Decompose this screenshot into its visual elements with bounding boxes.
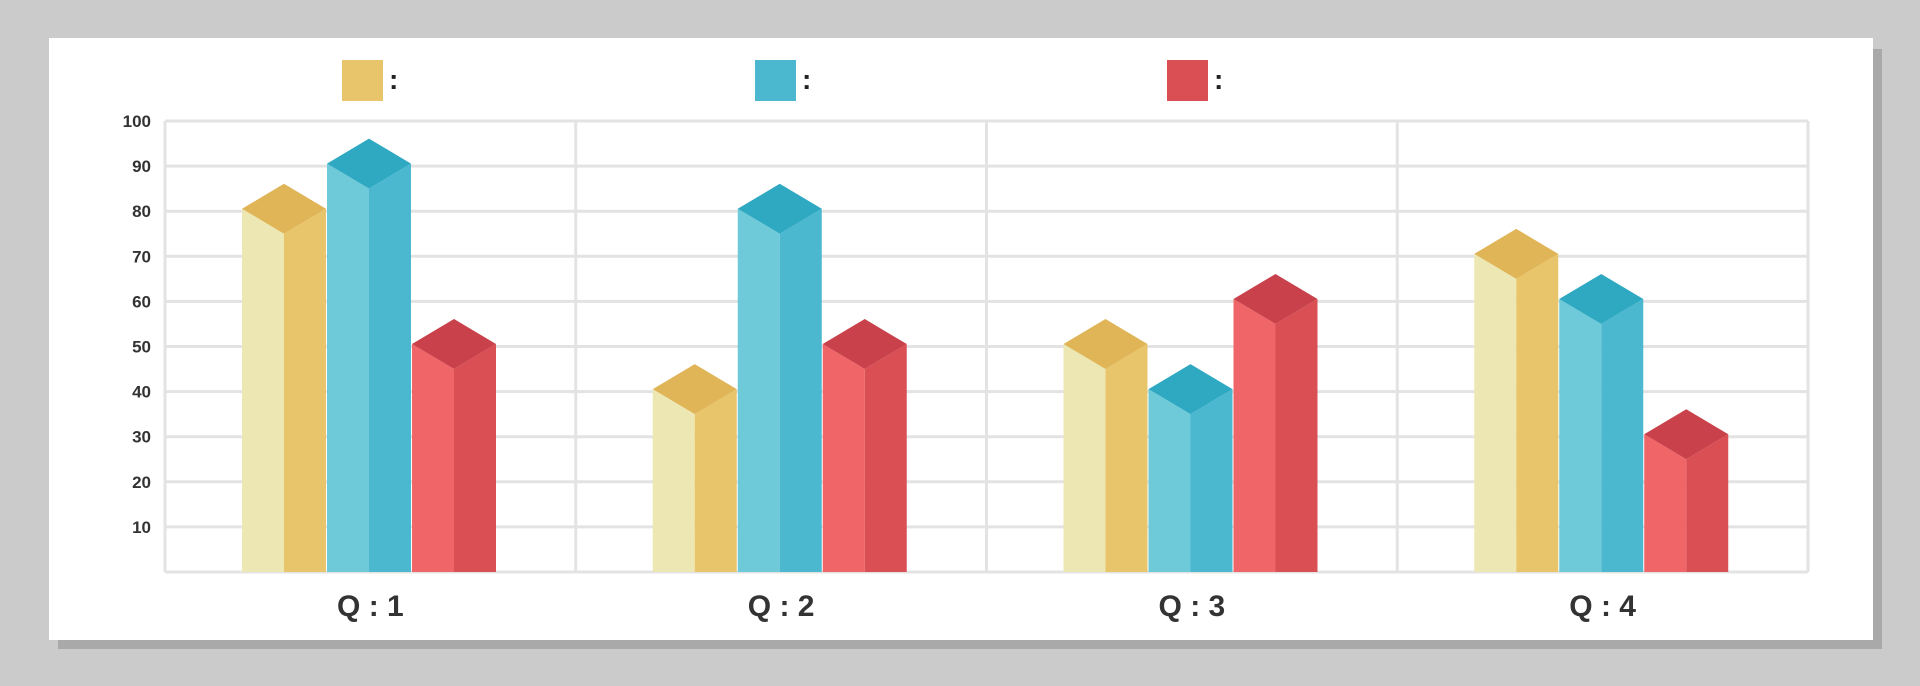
x-category-label-2: Q : 2	[748, 590, 815, 623]
legend-label-series-3: :	[1214, 64, 1224, 95]
x-category-label-4: Q : 4	[1569, 590, 1636, 623]
bar-3-series-1-top-face	[1063, 319, 1148, 370]
y-tick-label-10: 10	[132, 518, 151, 537]
bar-4-series-3-top-face	[1644, 409, 1729, 460]
y-tick-label-20: 20	[132, 473, 151, 492]
bar-4-series-3-right-face	[1686, 434, 1729, 572]
bar-2-series-3-top-face	[822, 319, 907, 370]
y-tick-label-70: 70	[132, 247, 151, 266]
bar-2-series-3-right-face	[864, 344, 907, 572]
bar-1-series-1-top-face	[242, 183, 326, 234]
bar-3-series-2-top-face	[1148, 364, 1233, 415]
bar-4-series-3-left-face	[1644, 434, 1687, 572]
y-tick-label-80: 80	[132, 202, 151, 221]
bar-3-series-1-left-face	[1063, 344, 1106, 572]
y-tick-label-60: 60	[132, 292, 151, 311]
bar-3-series-3-right-face	[1275, 298, 1318, 572]
bar-2-series-1-left-face	[652, 389, 695, 572]
legend-label-series-1: :	[389, 64, 399, 95]
x-category-label-1: Q : 1	[337, 590, 404, 623]
bar-4-series-1-top-face	[1474, 228, 1559, 279]
legend-item-series-3: :	[1167, 59, 1224, 101]
bar-2-series-1-right-face	[694, 389, 737, 572]
legend-swatch-series-1	[342, 59, 383, 101]
x-category-label-3: Q : 3	[1159, 590, 1226, 623]
bar-3-series-3-top-face	[1233, 273, 1318, 324]
legend-label-series-2: :	[802, 64, 812, 95]
y-tick-label-50: 50	[132, 338, 151, 357]
bar-1-series-2-left-face	[327, 163, 369, 572]
bar-1-series-1-right-face	[284, 208, 326, 572]
bar-3-series-2-right-face	[1190, 389, 1233, 572]
bar-2-series-2-top-face	[737, 183, 822, 234]
bar-2-series-2-left-face	[737, 208, 780, 572]
bar-1-series-2-top-face	[327, 138, 411, 189]
bar-2-series-2-right-face	[779, 208, 822, 572]
legend-swatch-series-2	[755, 59, 796, 101]
bar-2-series-1-top-face	[652, 364, 737, 415]
bar-3-series-3-left-face	[1233, 298, 1276, 572]
bar-1-series-3-right-face	[454, 344, 496, 572]
bar-4-series-2-right-face	[1601, 298, 1644, 572]
bar-4-series-1-right-face	[1516, 253, 1559, 572]
y-tick-label-40: 40	[132, 383, 151, 402]
legend-item-series-2: :	[755, 59, 812, 101]
bar-1-series-1-left-face	[242, 208, 284, 572]
bar-1-series-2-right-face	[369, 163, 411, 572]
bar-1-series-3-top-face	[412, 319, 496, 370]
bar-3-series-1-right-face	[1105, 344, 1148, 572]
legend-swatch-series-3	[1167, 59, 1208, 101]
bar-1-series-3-left-face	[412, 344, 454, 572]
bar-4-series-2-left-face	[1559, 298, 1602, 572]
y-tick-label-90: 90	[132, 157, 151, 176]
bar-2-series-3-left-face	[822, 344, 865, 572]
bar-4-series-2-top-face	[1559, 273, 1644, 324]
bar-3-series-2-left-face	[1148, 389, 1191, 572]
bar-4-series-1-left-face	[1474, 253, 1517, 572]
y-tick-label-30: 30	[132, 428, 151, 447]
legend-item-series-1: :	[342, 59, 399, 101]
y-tick-label-100: 100	[123, 112, 151, 131]
